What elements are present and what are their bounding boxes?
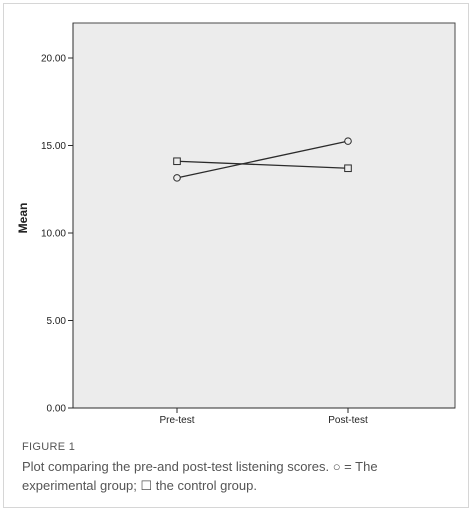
y-tick-label: 20.00 xyxy=(41,54,66,65)
x-tick-label: Post-test xyxy=(328,415,368,426)
data-point-square xyxy=(344,164,352,173)
y-axis-title: Mean xyxy=(16,203,30,234)
x-tick-label: Pre-test xyxy=(159,415,194,426)
plot-area xyxy=(72,22,456,409)
series-line-square xyxy=(176,160,349,169)
y-tick-label: 15.00 xyxy=(41,141,66,152)
y-tick-label: 10.00 xyxy=(41,229,66,240)
series-layer xyxy=(173,137,352,182)
figure-caption: Plot comparing the pre-and post-test lis… xyxy=(22,459,378,493)
axis-ticks: 0.00 5.00 10.00 15.00 20.00 Pre-test Post-test xyxy=(41,54,368,427)
data-point-circle xyxy=(173,174,181,182)
line-chart: 0.00 5.00 10.00 15.00 20.00 Pre-test Post-test… xyxy=(16,22,456,427)
figure-label: FIGURE 1 xyxy=(22,441,76,453)
data-point-circle xyxy=(344,137,352,145)
series-line-circle xyxy=(176,140,349,179)
data-point-square xyxy=(173,157,181,166)
y-tick-label: 0.00 xyxy=(47,404,67,415)
y-tick-label: 5.00 xyxy=(47,316,67,327)
